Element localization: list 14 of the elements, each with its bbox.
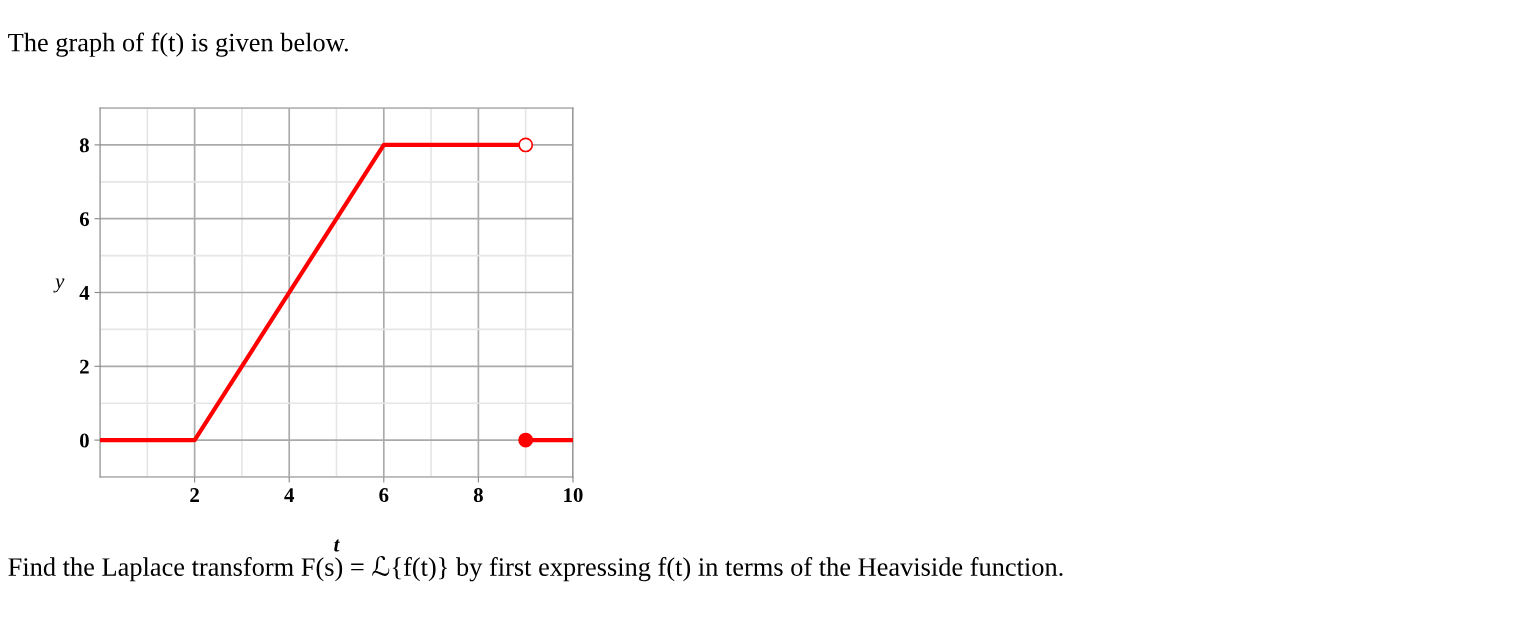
y-tick-label: 4 — [79, 286, 90, 300]
x-axis-title: t — [334, 539, 340, 552]
y-tick-label: 6 — [79, 212, 90, 227]
x-tick-label: 8 — [473, 488, 483, 503]
y-axis-title: y — [53, 278, 65, 293]
x-tick-label: 4 — [284, 488, 295, 502]
y-tick-label: 8 — [79, 138, 89, 153]
y-tick-label: 2 — [80, 359, 89, 374]
text: Find the Laplace transform F(s) = ℒ{f(t)} by first expressing f(t) in terms of the Heaviside function. — [8, 556, 1063, 582]
chart-title: The graph of f(t) is given below. — [8, 32, 348, 57]
y-tick-label: 0 — [80, 433, 89, 448]
x-tick-label: 2 — [190, 488, 199, 502]
x-tick-label: 6 — [379, 488, 389, 503]
x-tick-label: 10 — [564, 488, 583, 503]
